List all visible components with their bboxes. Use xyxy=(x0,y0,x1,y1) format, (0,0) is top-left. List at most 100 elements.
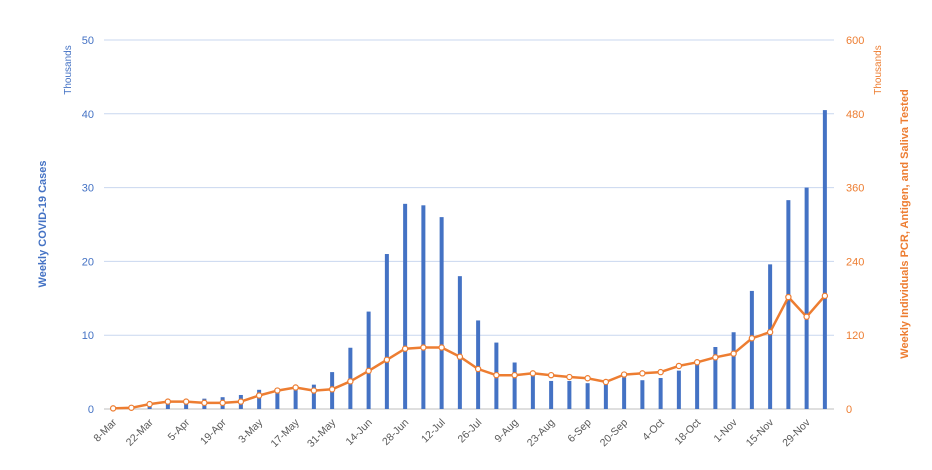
x-tick-label: 3-May xyxy=(236,416,266,446)
tests-point xyxy=(328,386,336,393)
tests-point xyxy=(182,398,190,405)
cases-bar xyxy=(549,380,554,409)
right-tick-label: 120 xyxy=(846,330,864,342)
tests-point xyxy=(310,387,318,394)
cases-bar xyxy=(603,383,608,409)
x-tick-label: 20-Sep xyxy=(598,417,631,450)
right-tick-label: 600 xyxy=(846,35,864,47)
cases-bar xyxy=(676,370,681,409)
tests-point xyxy=(383,356,391,363)
x-tick-label: 31-May xyxy=(305,416,339,450)
cases-bar xyxy=(768,264,773,409)
cases-bar xyxy=(585,383,590,409)
left-axis-unit: Thousands xyxy=(63,45,74,94)
x-tick-label: 6-Sep xyxy=(565,417,593,445)
cases-bar xyxy=(421,205,426,409)
x-tick-label: 23-Aug xyxy=(525,417,558,450)
x-tick-label: 15-Nov xyxy=(744,416,777,449)
x-tick-label: 5-Apr xyxy=(166,416,193,443)
tests-point xyxy=(566,373,573,381)
tests-point xyxy=(420,344,427,351)
cases-bar xyxy=(311,384,316,409)
tests-point xyxy=(474,365,482,373)
x-tick-label: 22-Mar xyxy=(124,416,156,448)
tests-point xyxy=(146,400,153,408)
tests-point xyxy=(547,371,555,379)
x-tick-label: 8-Mar xyxy=(91,416,119,444)
tests-point xyxy=(128,404,135,411)
cases-bar xyxy=(457,276,462,409)
cases-bar xyxy=(366,311,371,409)
x-tick-label: 9-Aug xyxy=(492,417,520,445)
tests-point xyxy=(511,371,518,379)
gridlines xyxy=(104,39,834,410)
x-tick-label: 26-Jul xyxy=(456,417,485,446)
cases-bar xyxy=(622,377,627,409)
x-tick-label: 4-Oct xyxy=(640,417,667,444)
tests-point xyxy=(493,371,500,379)
cases-bar xyxy=(293,387,298,409)
right-axis-unit: Thousands xyxy=(873,45,884,94)
tests-point xyxy=(584,375,591,382)
x-tick-label: 19-Apr xyxy=(198,416,229,447)
cases-bar xyxy=(403,203,408,409)
cases-bar xyxy=(257,389,262,409)
cases-bar xyxy=(512,362,517,409)
left-tick-label: 30 xyxy=(82,183,94,195)
right-tick-label: 360 xyxy=(846,183,864,195)
tests-point xyxy=(602,378,610,386)
tests-point xyxy=(657,368,664,376)
tests-point xyxy=(693,359,701,366)
tests-point xyxy=(365,367,372,375)
tests-point xyxy=(438,344,445,351)
tests-point xyxy=(201,399,208,407)
x-axis-ticks: 8-Mar 22-Mar 5-Apr 19-Apr 3-May 17-May 31-May 1… xyxy=(91,416,813,450)
x-tick-label: 14-Jun xyxy=(344,417,375,448)
left-tick-label: 50 xyxy=(82,35,94,47)
tests-point xyxy=(401,345,409,352)
tests-point xyxy=(274,387,281,394)
tests-point xyxy=(347,378,354,385)
tests-point xyxy=(237,398,245,405)
tests-line xyxy=(109,292,829,412)
tests-point xyxy=(529,370,537,377)
cases-bar xyxy=(695,363,700,409)
left-tick-label: 0 xyxy=(88,404,94,416)
tests-point xyxy=(766,328,774,336)
cases-bar xyxy=(713,347,718,409)
cases-bar xyxy=(476,320,481,409)
tests-point xyxy=(785,293,792,301)
x-tick-label: 17-May xyxy=(269,416,303,450)
left-tick-label: 10 xyxy=(82,330,94,342)
cases-bar xyxy=(165,401,170,409)
x-tick-label: 12-Jul xyxy=(419,417,448,446)
left-axis-title: Weekly COVID-19 Cases xyxy=(37,161,49,288)
tests-point xyxy=(712,354,719,361)
tests-point xyxy=(675,362,683,370)
cases-bar xyxy=(731,332,736,409)
left-tick-label: 40 xyxy=(82,109,94,121)
x-tick-label: 1-Nov xyxy=(711,416,740,445)
tests-point xyxy=(255,392,263,399)
right-axis-title: Weekly Individuals PCR, Antigen, and Sal… xyxy=(899,89,911,358)
tests-series-line xyxy=(113,294,826,410)
cases-bar xyxy=(640,380,645,409)
cases-bar xyxy=(786,200,791,409)
cases-bar xyxy=(384,254,389,409)
cases-bar xyxy=(439,217,444,409)
right-axis-ticks: 0 120 240 360 480 600 xyxy=(846,35,864,416)
cases-bar xyxy=(822,110,827,410)
tests-point xyxy=(164,398,172,405)
x-tick-label: 18-Oct xyxy=(672,417,703,448)
cases-bar xyxy=(804,187,809,409)
tests-point xyxy=(639,370,646,377)
tests-point xyxy=(456,353,464,360)
x-tick-label: 28-Jun xyxy=(380,417,411,448)
cases-bar xyxy=(567,380,572,409)
x-tick-label: 29-Nov xyxy=(780,416,813,449)
left-tick-label: 20 xyxy=(82,256,94,268)
right-tick-label: 0 xyxy=(846,404,852,416)
tests-point xyxy=(620,371,628,378)
cases-bar xyxy=(658,378,663,409)
tests-point xyxy=(219,399,226,407)
